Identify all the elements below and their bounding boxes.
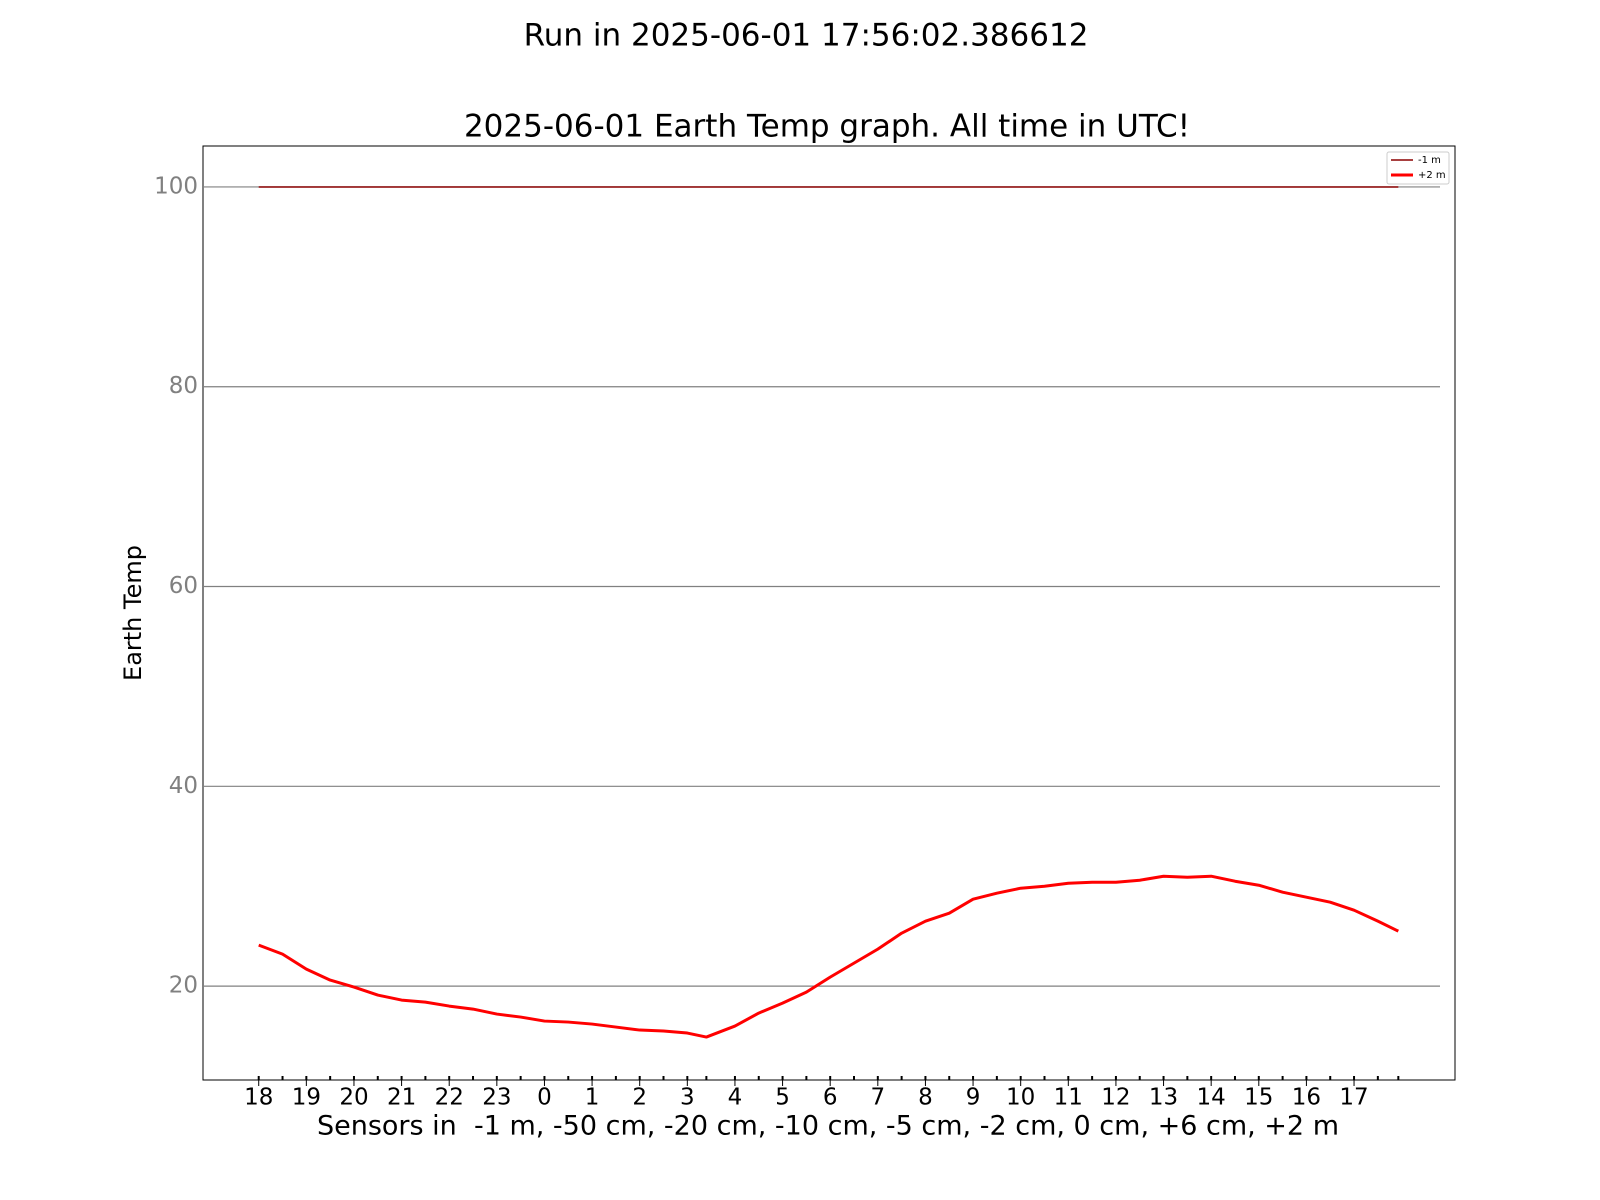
- x-tick-label: 0: [537, 1085, 552, 1111]
- y-axis-label: Earth Temp: [119, 545, 147, 681]
- y-tick-label: 20: [169, 973, 198, 999]
- y-tick-label: 100: [154, 173, 198, 199]
- plot-frame: [202, 145, 1456, 1081]
- x-tick-label: 3: [680, 1085, 695, 1111]
- x-tick-label: 18: [244, 1085, 273, 1111]
- x-tick-label: 1: [585, 1085, 600, 1111]
- series-line: [258, 874, 1399, 1039]
- x-tick-label: 17: [1339, 1085, 1368, 1111]
- x-tick-label: 5: [775, 1085, 790, 1111]
- y-tick-label: 40: [169, 773, 198, 799]
- x-tick-label: 11: [1054, 1085, 1083, 1111]
- legend-label: +2 m: [1418, 170, 1446, 181]
- x-tick-label: 8: [918, 1085, 933, 1111]
- x-tick-label: 19: [292, 1085, 321, 1111]
- chart-title: 2025-06-01 Earth Temp graph. All time in…: [464, 109, 1190, 145]
- x-tick-label: 4: [728, 1085, 743, 1111]
- x-tick-label: 16: [1292, 1085, 1321, 1111]
- x-tick-label: 15: [1244, 1085, 1273, 1111]
- x-tick-label: 13: [1149, 1085, 1178, 1111]
- x-tick-label: 14: [1197, 1085, 1226, 1111]
- x-tick-label: 7: [870, 1085, 885, 1111]
- y-tick-label: 80: [169, 373, 198, 399]
- x-tick-label: 21: [387, 1085, 416, 1111]
- x-tick-label: 6: [823, 1085, 838, 1111]
- x-tick-label: 22: [435, 1085, 464, 1111]
- x-tick-label: 2: [632, 1085, 647, 1111]
- suptitle: Run in 2025-06-01 17:56:02.386612: [524, 18, 1089, 54]
- x-tick-label: 20: [339, 1085, 368, 1111]
- x-axis-label: Sensors in -1 m, -50 cm, -20 cm, -10 cm,…: [317, 1111, 1339, 1142]
- legend-label: -1 m: [1418, 155, 1441, 166]
- x-tick-label: 23: [482, 1085, 511, 1111]
- x-tick-label: 12: [1101, 1085, 1130, 1111]
- x-tick-label: 9: [966, 1085, 981, 1111]
- y-tick-label: 60: [169, 573, 198, 599]
- x-tick-label: 10: [1006, 1085, 1035, 1111]
